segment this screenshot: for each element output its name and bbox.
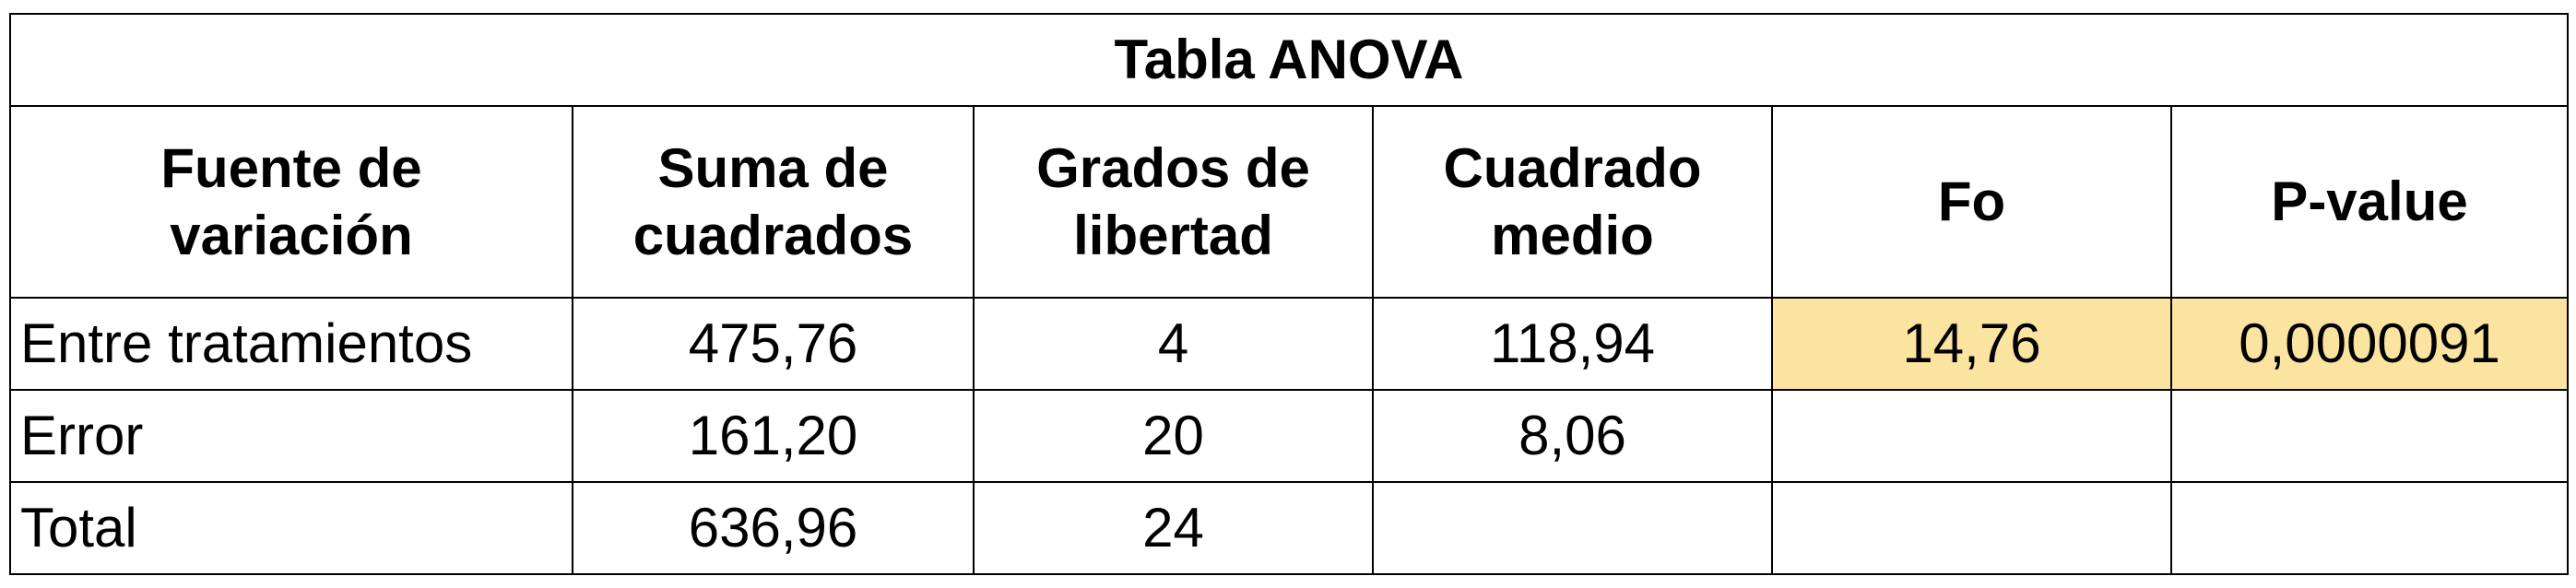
- header-pvalue-label: P-value: [2271, 171, 2468, 233]
- cell-pvalue: [2169, 389, 2570, 483]
- header-ss-line1: Suma de: [657, 136, 889, 199]
- table-row-total: Total 636,96 24: [9, 481, 2570, 575]
- header-degrees-of-freedom: Grados de libertad: [973, 105, 1374, 299]
- header-source: Fuente de variación: [9, 105, 573, 299]
- table-title: Tabla ANOVA: [8, 13, 2570, 107]
- cell-ms: 118,94: [1372, 297, 1773, 391]
- table-row-treatments: Entre tratamientos 475,76 4 118,94 14,76…: [9, 297, 2570, 391]
- header-mean-square: Cuadrado medio: [1372, 105, 1773, 299]
- header-pvalue: P-value: [2169, 105, 2570, 299]
- header-source-line1: Fuente de: [160, 136, 422, 199]
- header-source-line2: variación: [170, 205, 413, 266]
- header-sum-of-squares: Suma de cuadrados: [572, 105, 975, 299]
- cell-source: Total: [9, 481, 573, 575]
- cell-ss: 475,76: [572, 297, 975, 391]
- cell-source: Error: [9, 389, 573, 483]
- cell-fo: [1771, 389, 2172, 483]
- cell-df: 4: [973, 297, 1374, 391]
- cell-ss: 636,96: [572, 481, 975, 575]
- cell-pvalue-highlighted: 0,0000091: [2169, 297, 2570, 391]
- cell-ss: 161,20: [572, 389, 975, 483]
- header-df-line1: Grados de: [1036, 136, 1310, 199]
- header-df-line2: libertad: [1073, 205, 1273, 266]
- header-fo-label: Fo: [1937, 171, 2006, 233]
- cell-fo: [1771, 481, 2172, 575]
- header-ms-line1: Cuadrado: [1443, 136, 1702, 199]
- cell-df: 20: [973, 389, 1374, 483]
- table-header-row: Fuente de variación Suma de cuadrados Gr…: [9, 105, 2570, 299]
- header-ss-line2: cuadrados: [632, 205, 914, 266]
- table-title-row: Tabla ANOVA: [8, 13, 2570, 107]
- anova-table: Tabla ANOVA Fuente de variación Suma de …: [8, 13, 2570, 575]
- cell-fo-highlighted: 14,76: [1771, 297, 2172, 391]
- cell-ms: [1372, 481, 1773, 575]
- cell-source: Entre tratamientos: [9, 297, 573, 391]
- header-ms-line2: medio: [1491, 205, 1654, 266]
- cell-ms: 8,06: [1372, 389, 1773, 483]
- anova-table-container: Tabla ANOVA Fuente de variación Suma de …: [8, 13, 2570, 575]
- header-fo: Fo: [1771, 105, 2172, 299]
- cell-df: 24: [973, 481, 1374, 575]
- table-row-error: Error 161,20 20 8,06: [9, 389, 2570, 483]
- cell-pvalue: [2169, 481, 2570, 575]
